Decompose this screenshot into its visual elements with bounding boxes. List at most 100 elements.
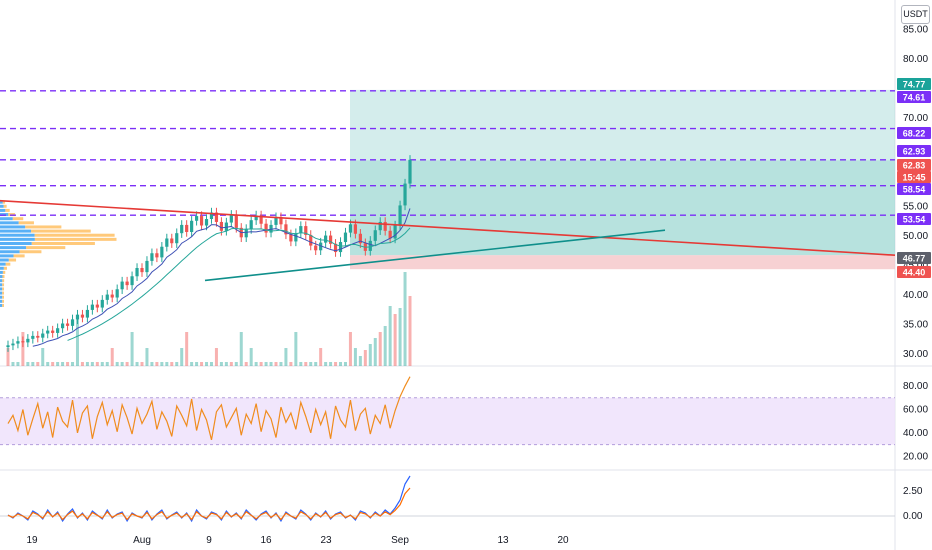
price-tick: 55.00 bbox=[903, 202, 928, 213]
volume-bar bbox=[75, 318, 79, 366]
volume-bar bbox=[264, 362, 268, 366]
price-tag-label: 74.77 bbox=[903, 80, 926, 90]
profile-bar-down bbox=[2, 283, 5, 287]
candle-body bbox=[269, 224, 273, 233]
candle-body bbox=[388, 230, 392, 239]
candle-body bbox=[125, 281, 129, 286]
price-tag-bg bbox=[897, 127, 931, 139]
candle-body bbox=[170, 238, 174, 244]
price-tag-bg bbox=[897, 266, 931, 278]
macd-pane bbox=[0, 475, 895, 523]
candle-body bbox=[130, 276, 134, 286]
candle-body bbox=[199, 216, 204, 226]
candle-body bbox=[328, 235, 333, 244]
rsi-line bbox=[7, 376, 411, 441]
volume-bar bbox=[319, 348, 323, 366]
candle-body bbox=[333, 243, 338, 253]
candle-body bbox=[299, 226, 303, 234]
time-tick: 23 bbox=[320, 535, 332, 546]
volume-bar bbox=[185, 332, 189, 366]
profile-bar-down bbox=[8, 258, 17, 262]
price-tag-bg bbox=[897, 213, 931, 225]
profile-bar-up bbox=[0, 275, 3, 279]
volume-bar bbox=[219, 362, 223, 366]
candle-body bbox=[36, 335, 40, 338]
candle-body bbox=[90, 304, 94, 310]
price-tick: 50.00 bbox=[903, 231, 928, 242]
trade-zones bbox=[350, 89, 895, 270]
candle-body bbox=[26, 338, 30, 343]
price-tag-label: 46.77 bbox=[903, 254, 926, 264]
volume-bar bbox=[130, 332, 134, 366]
volume-bar bbox=[125, 362, 129, 366]
candle-body bbox=[373, 230, 377, 241]
candle-body bbox=[95, 304, 99, 308]
price-tag-label: 53.54 bbox=[903, 215, 926, 225]
candle-body bbox=[204, 219, 209, 226]
trend-lines bbox=[0, 199, 896, 282]
price-tag-bg bbox=[897, 78, 931, 90]
profile-bar-down bbox=[31, 229, 91, 233]
signal-line bbox=[7, 487, 411, 521]
volume-bar bbox=[85, 362, 89, 366]
profile-bar-down bbox=[2, 295, 5, 299]
profile-bar-up bbox=[0, 262, 6, 266]
volume-bar bbox=[90, 362, 94, 366]
price-tick: 70.00 bbox=[903, 113, 928, 124]
volume-bar bbox=[110, 348, 114, 366]
rsi-tick: 20.00 bbox=[903, 451, 928, 462]
profile-bar-up bbox=[0, 204, 4, 208]
profile-bar-down bbox=[19, 250, 42, 254]
price-series bbox=[6, 155, 412, 352]
volume-bar bbox=[170, 362, 174, 366]
candle-body bbox=[160, 246, 164, 258]
price-tick: 35.00 bbox=[903, 320, 928, 331]
profile-bar-down bbox=[2, 287, 5, 291]
candle-body bbox=[190, 220, 194, 232]
volume-bar bbox=[239, 332, 243, 366]
volume-bar bbox=[274, 362, 278, 366]
profile-bar-down bbox=[3, 204, 7, 208]
volume-bar bbox=[343, 362, 347, 366]
candle-body bbox=[314, 245, 318, 251]
time-tick: 19 bbox=[26, 535, 38, 546]
candle-body bbox=[338, 242, 343, 253]
support-trendline bbox=[204, 229, 666, 282]
profile-bar-up bbox=[0, 258, 9, 262]
currency-badge[interactable]: USDT bbox=[901, 5, 930, 24]
volume-bar bbox=[388, 306, 392, 366]
candle-body bbox=[60, 323, 65, 329]
price-tag-bg bbox=[897, 183, 931, 195]
volume-bar bbox=[329, 362, 333, 366]
profile-bar-up bbox=[0, 295, 3, 299]
time-tick: 16 bbox=[260, 535, 272, 546]
price-tags: 74.77 74.61 68.22 62.93 62.83 15:45 58.54 53.54… bbox=[897, 78, 931, 278]
volume-bar bbox=[289, 362, 293, 366]
price-tag-bg bbox=[897, 91, 931, 103]
profile-bar-down bbox=[18, 221, 34, 225]
volume-bar bbox=[214, 348, 218, 366]
profile-bar-up bbox=[0, 225, 26, 229]
volume-bar bbox=[26, 362, 30, 366]
candle-body bbox=[115, 289, 119, 298]
candle-body bbox=[175, 233, 179, 244]
ma-fast bbox=[32, 208, 411, 347]
candle-body bbox=[393, 225, 397, 239]
candle-body bbox=[155, 253, 159, 258]
profile-bar-up bbox=[0, 283, 3, 287]
volume-bar bbox=[105, 362, 109, 366]
volume-bar bbox=[36, 362, 40, 366]
candle-body bbox=[284, 224, 288, 235]
profile-bar-up bbox=[0, 233, 35, 237]
profile-bar-down bbox=[2, 291, 5, 295]
profile-bar-down bbox=[2, 270, 6, 274]
candle-body bbox=[294, 233, 298, 242]
price-tag-bg bbox=[897, 252, 931, 264]
volume-bar bbox=[160, 362, 164, 366]
candle-body bbox=[378, 221, 382, 231]
candle-body bbox=[145, 260, 149, 273]
volume-bar bbox=[115, 362, 119, 366]
candle-body bbox=[110, 294, 114, 298]
